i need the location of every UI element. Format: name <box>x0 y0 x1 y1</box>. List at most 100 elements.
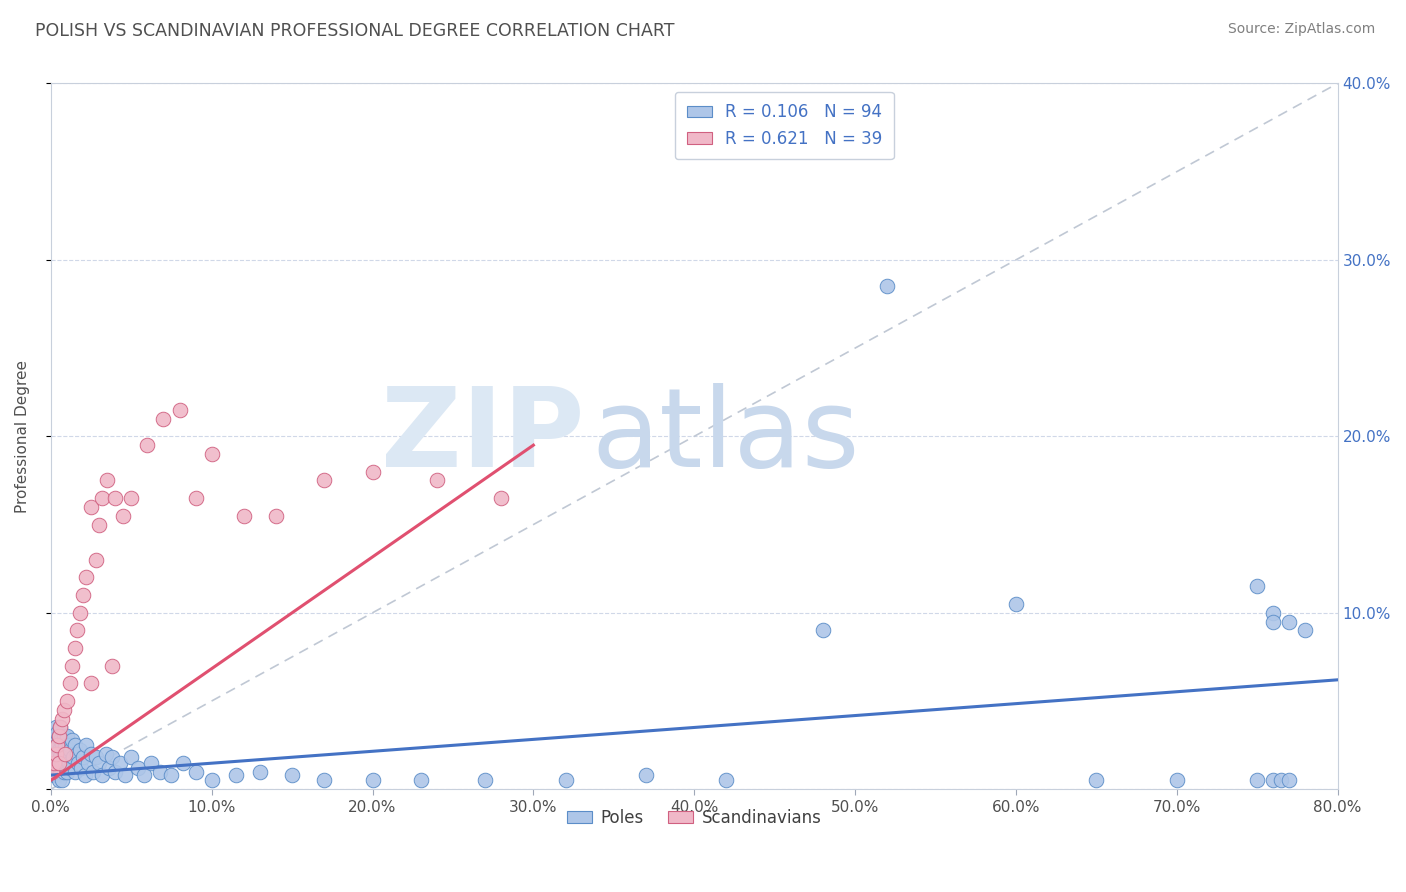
Point <box>72 750 94 764</box>
Point <box>101 658 124 673</box>
Point <box>45 747 67 761</box>
Point <box>172 756 194 770</box>
Point <box>48 743 70 757</box>
Point <box>49 721 72 735</box>
Point <box>201 447 224 461</box>
Point <box>139 756 162 770</box>
Point <box>114 768 136 782</box>
Point <box>314 474 336 488</box>
Point <box>53 738 76 752</box>
Point <box>63 764 86 779</box>
Point <box>49 750 72 764</box>
Point <box>112 508 135 523</box>
Point <box>56 747 79 761</box>
Point <box>811 624 834 638</box>
Point <box>97 761 120 775</box>
Point <box>51 756 73 770</box>
Point <box>1005 597 1028 611</box>
Point <box>554 773 576 788</box>
Point <box>876 279 898 293</box>
Point <box>53 747 76 761</box>
Point <box>48 773 70 788</box>
Point <box>201 773 224 788</box>
Point <box>70 761 93 775</box>
Point <box>1246 579 1268 593</box>
Point <box>1263 773 1285 788</box>
Point <box>1294 624 1316 638</box>
Point <box>87 517 110 532</box>
Point <box>53 756 76 770</box>
Point <box>42 729 65 743</box>
Point <box>48 729 70 743</box>
Point <box>84 750 107 764</box>
Point <box>51 712 73 726</box>
Point <box>48 729 70 743</box>
Point <box>41 764 63 779</box>
Point <box>160 768 183 782</box>
Point <box>136 438 159 452</box>
Legend: Poles, Scandinavians: Poles, Scandinavians <box>560 803 828 834</box>
Point <box>149 764 172 779</box>
Point <box>1085 773 1108 788</box>
Point <box>41 738 63 752</box>
Point <box>1263 615 1285 629</box>
Point <box>76 756 98 770</box>
Y-axis label: Professional Degree: Professional Degree <box>15 359 30 513</box>
Point <box>94 747 117 761</box>
Point <box>87 756 110 770</box>
Point <box>108 756 131 770</box>
Point <box>184 491 207 505</box>
Point <box>48 761 70 775</box>
Point <box>56 729 79 743</box>
Point <box>45 732 67 747</box>
Point <box>1278 615 1301 629</box>
Point <box>52 729 75 743</box>
Point <box>65 747 87 761</box>
Text: atlas: atlas <box>592 383 860 490</box>
Point <box>1278 773 1301 788</box>
Point <box>73 768 96 782</box>
Point <box>225 768 247 782</box>
Text: POLISH VS SCANDINAVIAN PROFESSIONAL DEGREE CORRELATION CHART: POLISH VS SCANDINAVIAN PROFESSIONAL DEGR… <box>35 22 675 40</box>
Point <box>91 491 114 505</box>
Point <box>96 474 118 488</box>
Point <box>52 747 75 761</box>
Point <box>56 694 79 708</box>
Point <box>42 756 65 770</box>
Point <box>361 465 384 479</box>
Point <box>51 738 73 752</box>
Point <box>489 491 512 505</box>
Point <box>152 411 174 425</box>
Point <box>67 756 90 770</box>
Point <box>42 743 65 757</box>
Point <box>59 676 82 690</box>
Point <box>46 738 69 752</box>
Point <box>169 402 191 417</box>
Point <box>409 773 432 788</box>
Point <box>184 764 207 779</box>
Point <box>104 491 127 505</box>
Point <box>75 570 97 584</box>
Point <box>46 725 69 739</box>
Point <box>49 732 72 747</box>
Point <box>69 606 91 620</box>
Point <box>80 500 103 514</box>
Point <box>82 764 104 779</box>
Point <box>48 756 70 770</box>
Point <box>314 773 336 788</box>
Point <box>1270 773 1292 788</box>
Point <box>62 750 84 764</box>
Point <box>91 768 114 782</box>
Point <box>120 750 142 764</box>
Point <box>41 750 63 764</box>
Point <box>58 738 80 752</box>
Text: Source: ZipAtlas.com: Source: ZipAtlas.com <box>1227 22 1375 37</box>
Point <box>59 761 82 775</box>
Point <box>46 768 69 782</box>
Point <box>101 750 124 764</box>
Text: ZIP: ZIP <box>381 383 585 490</box>
Point <box>45 750 67 764</box>
Point <box>63 738 86 752</box>
Point <box>1166 773 1188 788</box>
Point <box>51 773 73 788</box>
